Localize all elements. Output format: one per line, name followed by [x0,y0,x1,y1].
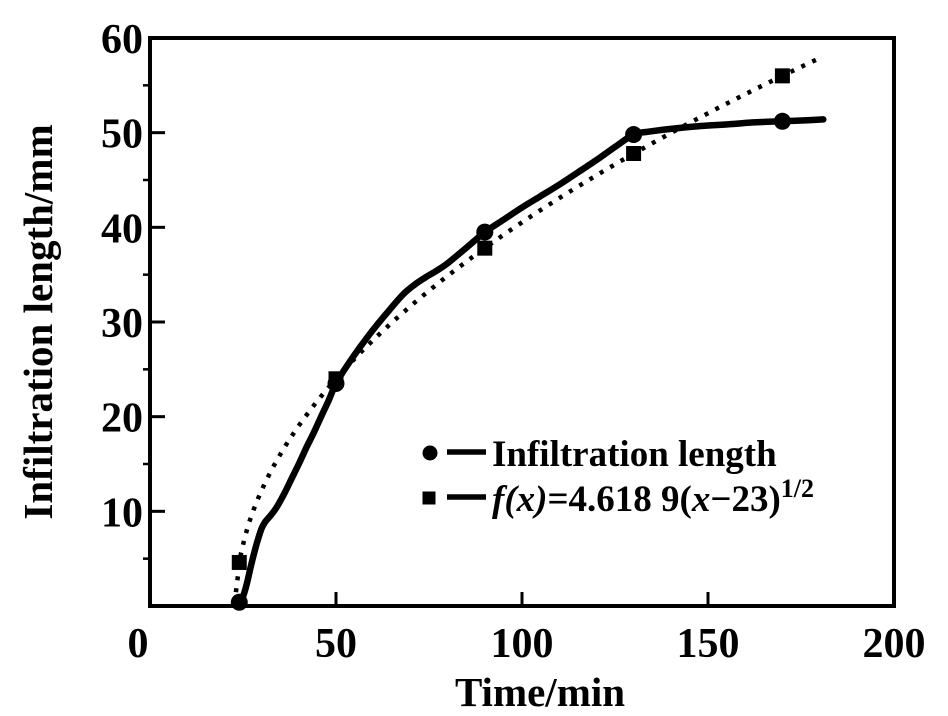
legend-label-part: −23) [710,479,780,520]
curves-layer [233,55,827,610]
y-tick-label: 50 [101,112,143,158]
legend-label-part: =4.618 9( [547,479,691,520]
fitted-point-square [626,145,642,161]
x-axis-title: Time/min [455,669,625,715]
x-tick-label: 150 [677,621,740,667]
legend-label-part: f(x) [492,479,547,520]
legend-label-part: 1/2 [781,474,814,503]
fitted-point-square [231,554,247,570]
measured-curve [234,116,827,610]
legend-circle-marker [422,445,438,461]
x-tick-label: 0 [128,621,149,667]
y-axis-title: Infiltration length/mm [15,124,61,519]
y-tick-label: 30 [101,301,143,347]
legend-label: Infiltration length [492,434,777,475]
measured-point-circle [230,593,248,611]
y-tick-label: 40 [101,206,143,252]
legend-square-marker [422,491,436,505]
fitted-point-square [774,68,790,84]
markers-layer [230,68,791,611]
measured-point-circle [773,112,791,130]
measured-point-circle [625,126,643,144]
y-tick-label: 20 [101,396,143,442]
x-tick-label: 200 [863,621,926,667]
measured-point-circle [476,223,494,241]
axes-layer: 0 50 100 150 200 10 20 30 40 50 60 [101,17,926,667]
legend-label: f(x)=4.618 9(x−23)1/2 [492,474,814,520]
x-tick-label: 50 [315,621,357,667]
legend-label-part: x [691,479,711,520]
y-tick-label: 10 [101,490,143,536]
fitted-point-square [477,240,493,256]
measured-point-circle [327,375,345,393]
y-tick-label: 60 [101,17,143,63]
x-tick-label: 100 [491,621,554,667]
